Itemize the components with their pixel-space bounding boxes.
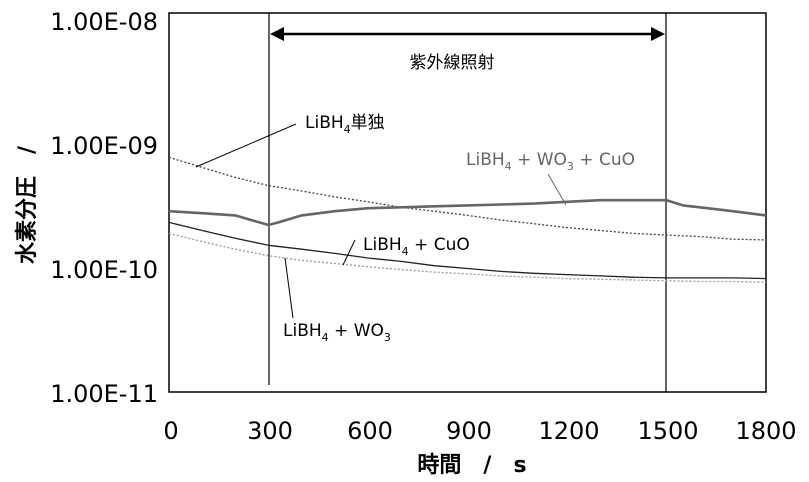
- series-layer: [168, 156, 767, 283]
- leader-libh4-alone: [195, 123, 297, 168]
- x-tick-label-1800: 1800: [735, 417, 796, 445]
- uv-irradiation-label: 紫外線照射: [410, 53, 495, 73]
- label-libh4-alone-base: LiBH: [305, 113, 344, 133]
- x-tick-label-600: 600: [347, 417, 393, 445]
- x-axis-title: 時間 / s: [417, 453, 526, 477]
- label-wo3-base: LiBH: [283, 321, 322, 341]
- label-wo3-cuo-base: LiBH: [466, 150, 505, 170]
- label-wo3-sub: 4: [322, 331, 329, 344]
- series-line-3: [168, 221, 767, 280]
- leader-wo3-cuo: [547, 173, 567, 206]
- label-libh4-alone-sub: 4: [344, 123, 351, 136]
- label-cuo-base: LiBH: [363, 235, 402, 255]
- label-wo3-sub2: 3: [384, 331, 391, 344]
- label-libh4-wo3: LiBH4 + WO3: [283, 321, 391, 344]
- uv-arrow-right-head: [651, 27, 665, 41]
- label-libh4-cuo: LiBH4 + CuO: [363, 235, 470, 258]
- label-wo3-mid: + WO: [329, 321, 384, 341]
- x-tick-label-300: 300: [247, 417, 293, 445]
- label-libh4-wo3-cuo: LiBH4 + WO3 + CuO: [466, 150, 635, 173]
- uv-arrow-left-head: [270, 27, 284, 41]
- series-line-2: [168, 198, 767, 227]
- x-tick-label-0: 0: [163, 417, 178, 445]
- series-line-4: [168, 232, 767, 283]
- label-libh4-alone-tail: 単独: [351, 113, 385, 133]
- y-tick-label-1e-09: 1.00E-09: [50, 132, 158, 160]
- x-tick-label-1500: 1500: [637, 417, 698, 445]
- leader-cuo: [342, 239, 356, 266]
- series-line-1: [168, 156, 767, 241]
- y-tick-label-1e-11: 1.00E-11: [50, 380, 158, 408]
- label-wo3-cuo-mid: + WO: [512, 150, 567, 170]
- x-tick-label-900: 900: [446, 417, 492, 445]
- label-cuo-sub: 4: [402, 245, 409, 258]
- label-libh4-alone: LiBH4単独: [305, 113, 385, 136]
- label-cuo-tail: + CuO: [409, 235, 470, 255]
- label-wo3-cuo-sub: 4: [505, 160, 512, 173]
- y-axis-title: 水素分圧 /: [14, 145, 40, 264]
- leader-wo3: [284, 257, 294, 319]
- label-wo3-cuo-tail: + CuO: [574, 150, 635, 170]
- label-wo3-cuo-sub2: 3: [567, 160, 574, 173]
- y-tick-label-1e-08: 1.00E-08: [50, 8, 158, 36]
- x-tick-label-1200: 1200: [538, 417, 599, 445]
- y-tick-label-1e-10: 1.00E-10: [50, 256, 158, 284]
- plot-frame: [168, 12, 767, 393]
